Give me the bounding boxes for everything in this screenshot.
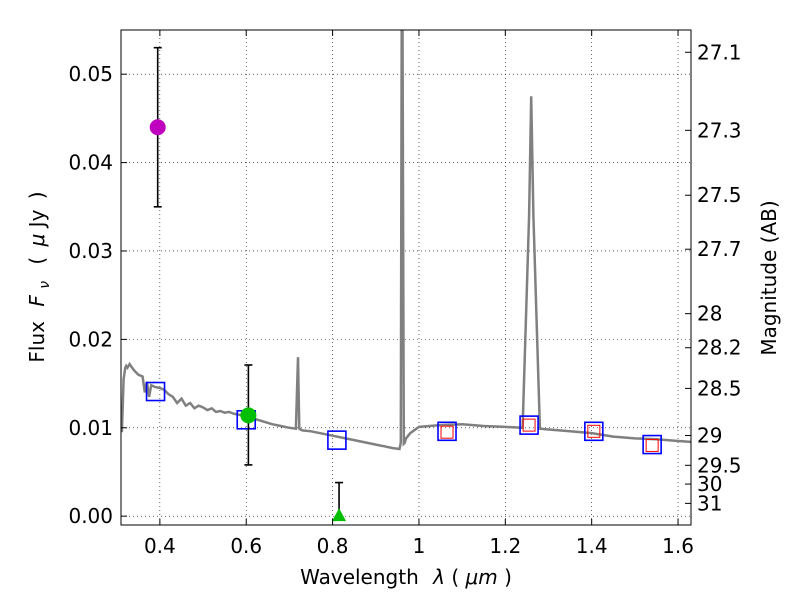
model-box-marker <box>642 434 662 455</box>
x-tick-label: 0.8 <box>317 534 349 558</box>
x-axis-title: Wavelength λ ( μm ) <box>300 565 512 589</box>
y-axis: 0.00 0.01 0.02 0.03 0.04 0.05 <box>68 62 127 528</box>
filter-points-series <box>440 418 659 452</box>
filter-point-marker <box>522 418 536 432</box>
y2-tick-label: 31 <box>697 491 722 515</box>
y2-tick-label: 30 <box>697 472 722 496</box>
sed-series-line <box>121 30 691 451</box>
filter-point-marker <box>440 425 454 439</box>
x-tick-label: 1.6 <box>662 534 694 558</box>
model-photometry-series <box>145 381 662 455</box>
model-box-marker <box>327 430 347 450</box>
observation-circle-marker <box>240 407 257 424</box>
x-tick-label: 1.4 <box>576 534 608 558</box>
y-tick-label: 0.00 <box>68 504 113 528</box>
y2-tick-label: 28 <box>697 302 722 326</box>
y2-tick-label: 27.7 <box>697 237 742 261</box>
y2-tick-label: 27.3 <box>697 118 742 142</box>
y2-tick-label: 27.5 <box>697 183 742 207</box>
filter-point-marker <box>587 424 601 438</box>
x-axis: 0.4 0.6 0.8 1 1.2 1.4 1.6 <box>144 30 694 558</box>
x-tick-label: 0.6 <box>230 534 262 558</box>
y-tick-label: 0.02 <box>68 327 113 351</box>
y-tick-label: 0.01 <box>68 416 113 440</box>
x-tick-label: 0.4 <box>144 534 176 558</box>
observation-series <box>149 46 347 522</box>
y-axis-title: Flux F ν ( μ Jy ) <box>25 191 54 362</box>
plot-frame <box>120 29 692 526</box>
model-box-marker <box>145 381 166 402</box>
y2-tick-label: 29 <box>697 424 722 448</box>
model-box-marker <box>519 415 539 435</box>
model-box-marker <box>584 421 604 442</box>
y-tick-label: 0.05 <box>68 62 113 86</box>
y2-axis-title: Magnitude (AB) <box>757 200 781 355</box>
observation-triangle-marker <box>332 508 347 522</box>
y-tick-label: 0.04 <box>68 151 113 175</box>
filter-point-marker <box>645 438 659 452</box>
y2-tick-label: 27.1 <box>697 40 742 64</box>
y-tick-label: 0.03 <box>68 239 113 263</box>
y2-tick-label: 29.5 <box>697 453 742 477</box>
y2-tick-label: 28.2 <box>697 336 742 360</box>
plot-area <box>121 30 691 522</box>
observation-circle-marker <box>149 119 166 136</box>
gridlines <box>121 30 691 525</box>
x-tick-label: 1.2 <box>489 534 521 558</box>
y2-tick-label: 28.5 <box>697 376 742 400</box>
x-tick-label: 1 <box>413 534 426 558</box>
model-box-marker <box>437 421 457 442</box>
